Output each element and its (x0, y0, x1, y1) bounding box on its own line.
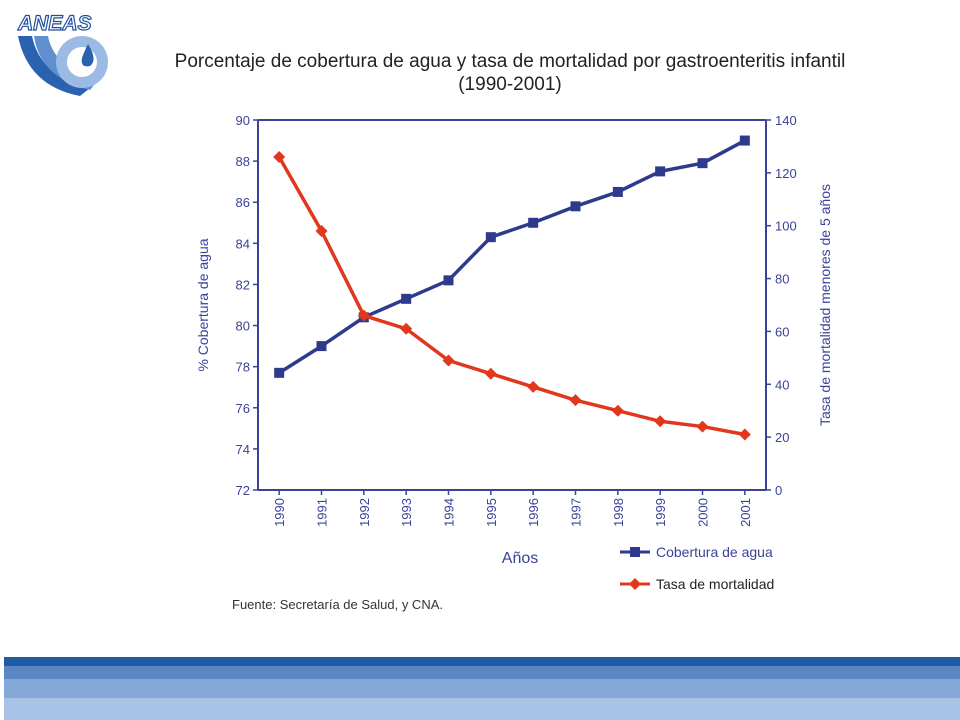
data-point-cobertura (612, 186, 623, 197)
logo-wave-dark (18, 36, 90, 96)
data-point-mortalidad (696, 420, 709, 433)
y-left-tick-label: 72 (236, 483, 250, 498)
legend-marker-mortalidad (629, 578, 641, 590)
chart-title-line1: Porcentaje de cobertura de agua y tasa d… (174, 51, 846, 72)
y-left-tick-label: 90 (236, 113, 250, 128)
chart-axis-labels: Años % Cobertura de agua Tasa de mortalida… (195, 184, 833, 567)
data-point-mortalidad (400, 322, 413, 335)
y-right-tick-label: 40 (775, 377, 789, 392)
chart-title: Porcentaje de cobertura de agua y tasa d… (140, 50, 880, 96)
data-point-cobertura (570, 201, 581, 212)
y-right-tick-label: 100 (775, 219, 797, 234)
data-point-mortalidad (527, 380, 540, 393)
x-tick-label: 1995 (484, 498, 499, 527)
footer-band-pale (4, 698, 960, 720)
data-point-mortalidad (273, 151, 286, 163)
y-left-tick-label: 88 (236, 154, 250, 169)
source-note: Fuente: Secretaría de Salud, y CNA. (232, 597, 443, 612)
data-point-mortalidad (654, 415, 667, 428)
dual-axis-line-chart: 72 74 76 78 80 82 84 86 88 90 0 20 40 60 80 100 120 140 19… (195, 113, 833, 592)
data-point-mortalidad (315, 225, 328, 237)
footer-band-dark (4, 657, 960, 666)
y-right-tick-label: 80 (775, 272, 789, 287)
series-line-mortalidad (277, 156, 746, 437)
data-point-cobertura (697, 158, 708, 169)
x-tick-label: 1999 (653, 498, 668, 527)
data-point-cobertura (485, 232, 496, 243)
logo-text: ANEAS (17, 12, 92, 35)
y-left-tick-label: 74 (236, 442, 250, 457)
data-point-cobertura (274, 367, 285, 378)
aneas-logo: ANEAS (16, 11, 108, 96)
data-point-mortalidad (357, 309, 370, 322)
data-point-cobertura (316, 341, 327, 352)
x-tick-label: 1992 (357, 498, 372, 527)
x-tick-label: 1994 (442, 498, 457, 527)
data-point-cobertura (528, 217, 539, 228)
y-left-tick-label: 76 (236, 401, 250, 416)
chart-ticks: 72 74 76 78 80 82 84 86 88 90 0 20 40 60 80 100 120 140 19… (236, 113, 797, 527)
chart-axes (257, 119, 767, 491)
x-tick-label: 1998 (611, 498, 626, 527)
footer-bands (4, 657, 960, 720)
x-tick-label: 1991 (315, 498, 330, 527)
x-tick-label: 1990 (272, 498, 287, 527)
chart-legend: Cobertura de agua Tasa de mortalidad (620, 544, 774, 592)
data-point-mortalidad (738, 428, 751, 441)
x-tick-label: 2001 (738, 498, 753, 527)
footer-band-mid (4, 666, 960, 679)
legend-marker-cobertura (630, 547, 640, 557)
data-point-mortalidad (569, 394, 582, 407)
data-point-mortalidad (442, 354, 455, 367)
footer-band-light (4, 679, 960, 698)
data-point-cobertura (739, 135, 750, 146)
drop-icon (81, 44, 94, 67)
y-right-tick-label: 140 (775, 113, 797, 128)
legend-label-cobertura: Cobertura de agua (656, 544, 773, 560)
chart-title-line2: (1990-2001) (458, 74, 562, 95)
data-point-mortalidad (484, 367, 497, 380)
y-left-tick-label: 78 (236, 360, 250, 375)
chart-series (273, 135, 751, 441)
x-axis-title: Años (502, 550, 538, 567)
data-point-cobertura (401, 293, 412, 304)
y-left-axis-title: % Cobertura de agua (195, 238, 211, 371)
x-tick-label: 2000 (696, 498, 711, 527)
y-right-axis-title: Tasa de mortalidad menores de 5 años (817, 184, 833, 426)
legend-label-mortalidad: Tasa de mortalidad (656, 576, 774, 592)
y-left-tick-label: 84 (236, 236, 250, 251)
y-left-tick-label: 80 (236, 319, 250, 334)
x-tick-label: 1996 (526, 498, 541, 527)
x-tick-label: 1993 (399, 498, 414, 527)
series-line-cobertura (278, 139, 746, 375)
data-point-cobertura (655, 166, 666, 177)
y-right-tick-label: 0 (775, 483, 782, 498)
y-right-tick-label: 20 (775, 430, 789, 445)
y-right-tick-label: 120 (775, 166, 797, 181)
x-tick-label: 1997 (569, 498, 584, 527)
y-left-tick-label: 82 (236, 277, 250, 292)
data-point-mortalidad (611, 404, 624, 417)
y-left-tick-label: 86 (236, 195, 250, 210)
y-right-tick-label: 60 (775, 324, 789, 339)
data-point-cobertura (443, 275, 454, 286)
